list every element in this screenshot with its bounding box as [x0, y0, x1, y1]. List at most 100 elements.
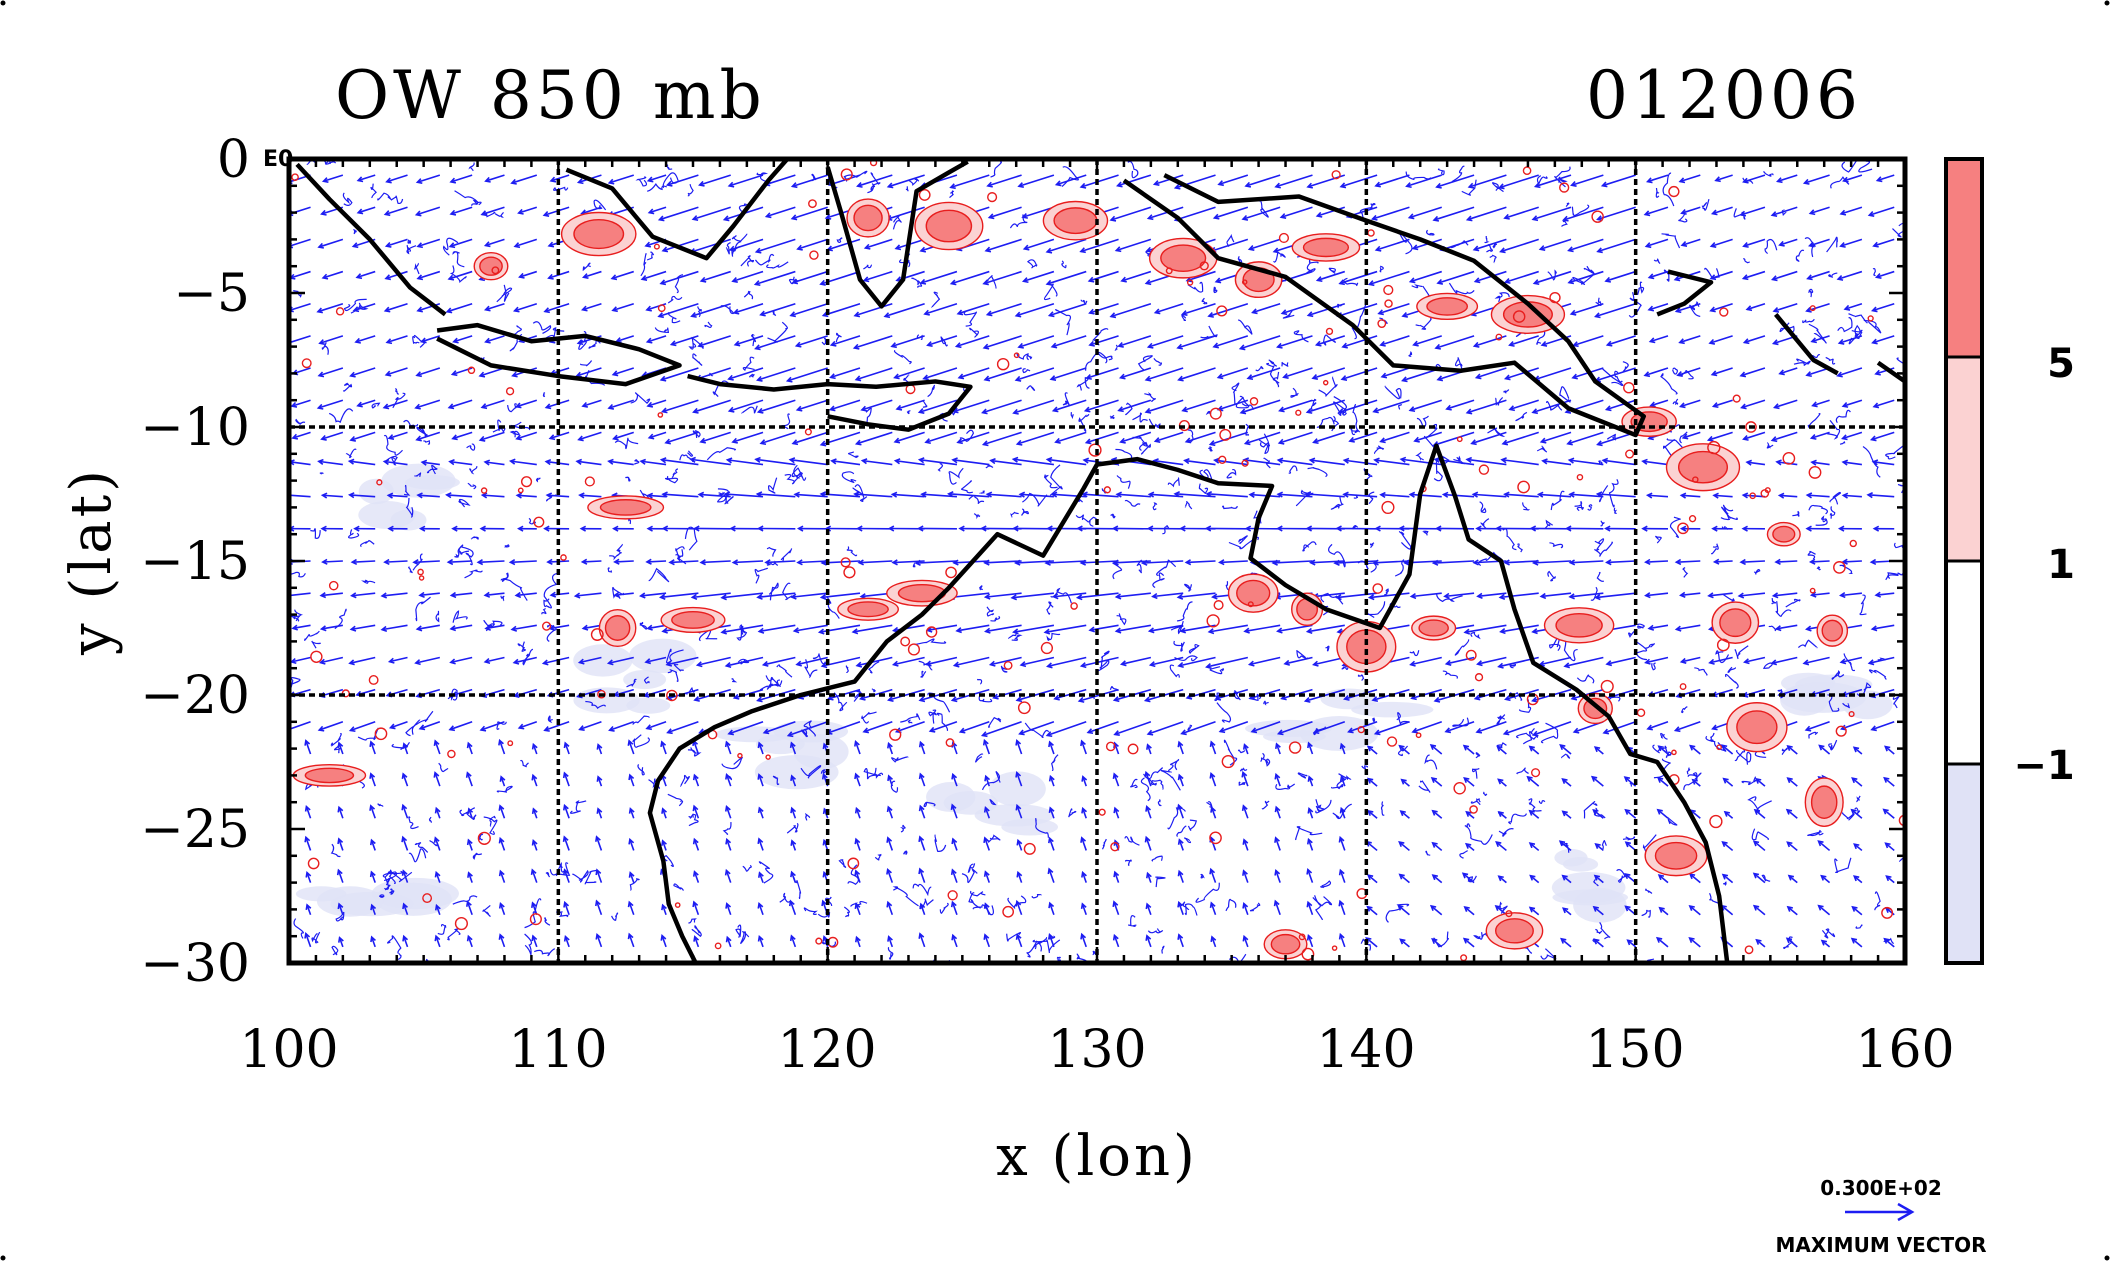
wind-vector	[1594, 592, 1636, 601]
wind-vector	[1049, 367, 1087, 382]
positive-ow-contour	[1383, 284, 1394, 296]
wind-vector	[531, 934, 538, 948]
wind-vector	[580, 558, 602, 565]
negative-ow-contour	[1353, 494, 1359, 499]
negative-ow-contour	[1885, 445, 1904, 460]
wind-vector	[1776, 174, 1798, 184]
negative-ow-contour	[972, 904, 994, 916]
negative-ow-contour	[471, 199, 479, 206]
negative-ow-contour	[1743, 258, 1750, 264]
wind-vector	[754, 238, 796, 254]
wind-vector	[1853, 875, 1863, 884]
wind-vector	[664, 431, 699, 445]
negative-ow-contour	[1315, 805, 1325, 814]
wind-vector	[1680, 238, 1701, 247]
wind-vector	[1498, 174, 1539, 190]
positive-ow-core	[473, 251, 509, 281]
negative-ow-contour	[1343, 277, 1359, 287]
wind-vector	[725, 457, 764, 466]
wind-vector	[1112, 900, 1120, 916]
wind-vector	[1643, 367, 1669, 378]
wind-vector	[851, 624, 893, 635]
wind-vector	[1465, 206, 1507, 222]
wind-vector	[1745, 459, 1766, 466]
wind-vector	[1528, 906, 1540, 916]
wind-vector	[1569, 302, 1604, 316]
negative-ow-contour	[1213, 286, 1218, 294]
negative-ow-contour	[1540, 948, 1557, 960]
wind-vector	[1338, 899, 1346, 916]
negative-ow-contour	[635, 176, 648, 187]
positive-ow-contour	[847, 857, 860, 870]
negative-ow-contour	[871, 688, 876, 693]
positive-ow-core	[837, 597, 899, 621]
wind-vector	[445, 302, 473, 314]
positive-ow-contour	[657, 412, 664, 418]
wind-vector	[1412, 335, 1442, 347]
wind-vector	[1339, 742, 1346, 755]
wind-vector	[661, 491, 699, 498]
wind-vector	[628, 807, 635, 819]
wind-vector	[950, 868, 958, 883]
negative-ow-patch	[773, 720, 849, 743]
negative-ow-contour	[914, 638, 947, 646]
wind-vector	[1508, 399, 1539, 412]
wind-vector	[1145, 805, 1152, 819]
wind-vector	[1528, 842, 1540, 852]
negative-ow-contour	[936, 712, 949, 731]
wind-vector	[1741, 492, 1766, 499]
positive-ow-contour	[1213, 600, 1224, 611]
negative-ow-contour	[1536, 445, 1548, 453]
negative-ow-contour	[1792, 510, 1800, 517]
negative-ow-contour	[1660, 373, 1678, 395]
negative-ow-contour	[1522, 728, 1535, 745]
wind-vector	[956, 431, 990, 445]
positive-ow-contour	[1668, 185, 1680, 198]
wind-vector	[434, 806, 441, 819]
negative-ow-contour	[1874, 891, 1881, 911]
wind-vector	[1306, 933, 1314, 948]
negative-ow-contour	[1839, 441, 1846, 445]
negative-ow-patch	[974, 804, 1055, 827]
wind-vector	[725, 837, 732, 851]
wind-vector	[1720, 744, 1734, 755]
negative-ow-contour	[900, 824, 906, 833]
wind-vector	[1689, 744, 1701, 755]
wind-vector	[402, 934, 409, 948]
negative-ow-contour	[1162, 525, 1170, 535]
wind-vector	[951, 457, 990, 466]
wind-vector	[1015, 688, 1055, 703]
wind-vector	[433, 771, 441, 787]
wind-vector	[1015, 738, 1023, 755]
positive-ow-contour	[1576, 473, 1584, 481]
wind-vector	[1048, 740, 1055, 755]
wind-vector	[449, 174, 473, 184]
negative-ow-contour	[912, 561, 916, 568]
negative-ow-contour	[1195, 882, 1220, 903]
wind-vector	[918, 804, 926, 819]
negative-ow-contour	[1176, 825, 1187, 837]
positive-ow-contour	[418, 575, 425, 581]
negative-ow-contour	[863, 767, 881, 780]
wind-vector	[510, 624, 537, 632]
wind-vector	[645, 335, 667, 344]
negative-ow-contour	[569, 800, 587, 814]
wind-vector	[512, 656, 537, 665]
negative-ow-contour	[963, 310, 978, 327]
wind-vector	[1435, 174, 1475, 189]
positive-ow-contour	[374, 727, 388, 741]
positive-ow-contour	[1088, 443, 1102, 457]
coastline	[295, 162, 447, 317]
negative-ow-contour	[377, 192, 393, 201]
colorbar-segment-mid-high	[1946, 357, 1982, 561]
wind-vector	[1593, 874, 1604, 884]
wind-vector	[755, 491, 796, 498]
negative-ow-contour	[907, 719, 913, 724]
wind-vector	[1314, 335, 1346, 347]
positive-ow-contour	[1745, 421, 1757, 433]
negative-ow-contour	[949, 190, 955, 199]
negative-ow-contour	[892, 886, 919, 907]
vector-key-magnitude: 0.300E+02	[1820, 1176, 1942, 1200]
wind-vector	[1679, 656, 1701, 664]
negative-ow-contour	[1600, 520, 1605, 527]
